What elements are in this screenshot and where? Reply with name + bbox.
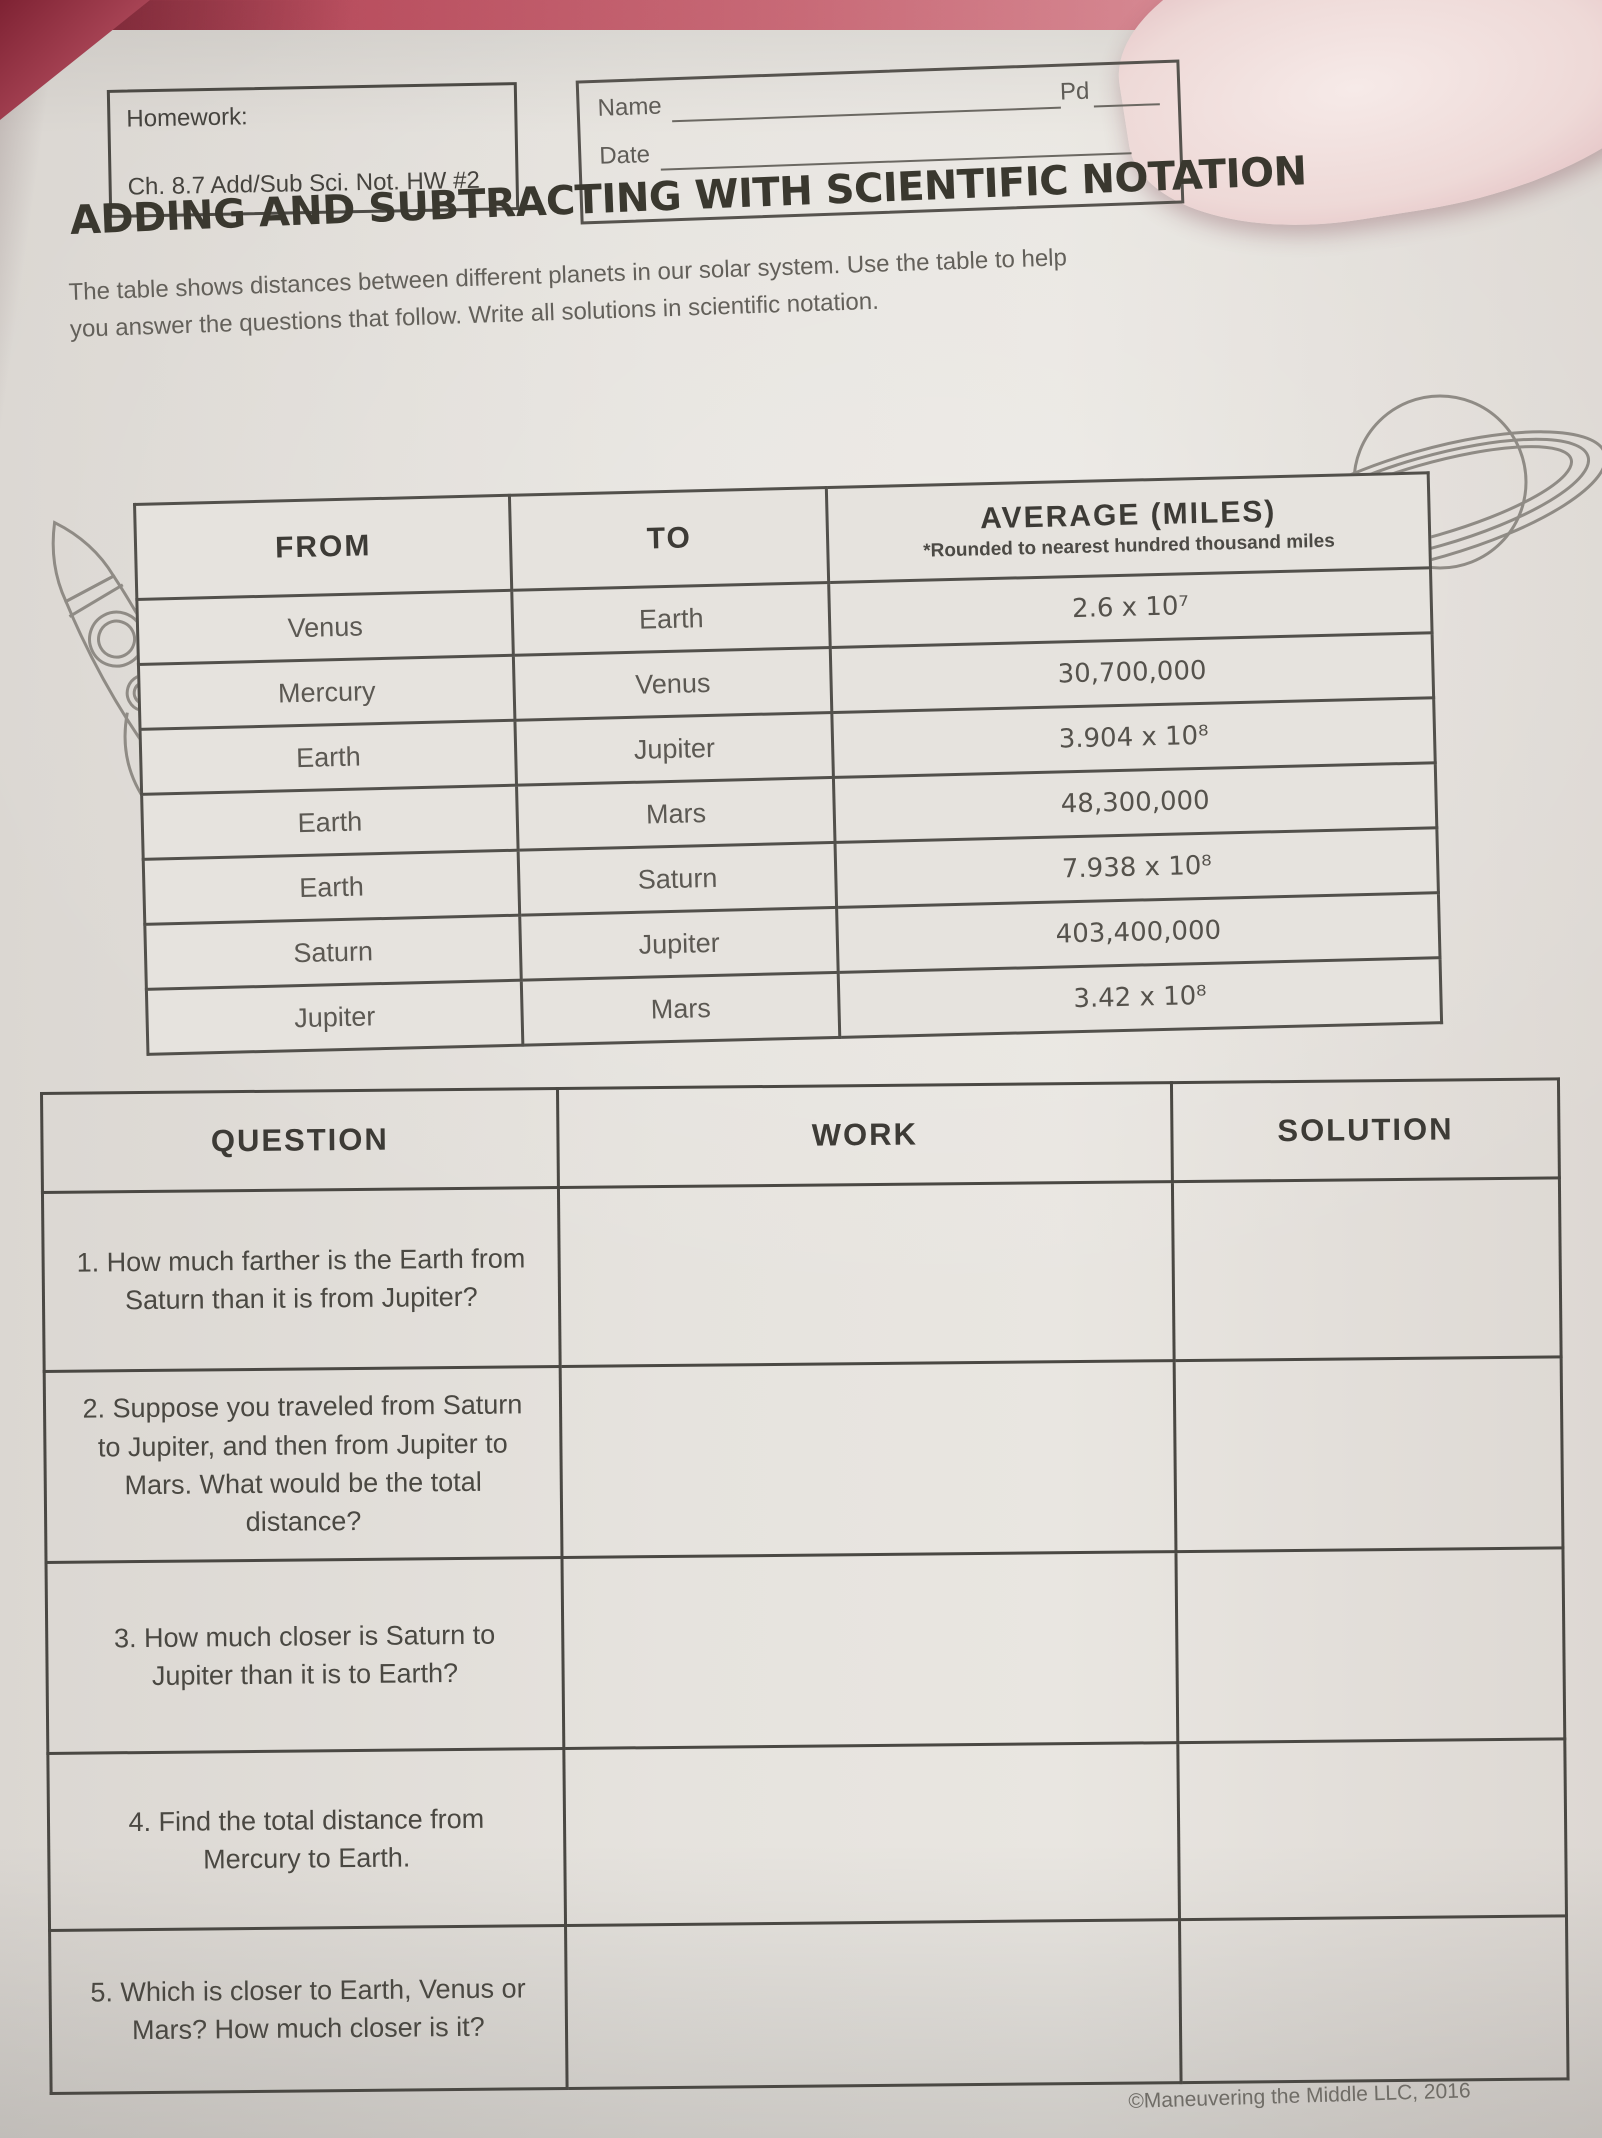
worksheet-paper [0, 30, 1602, 2138]
question-table-header-row: QUESTION WORK SOLUTION [41, 1078, 1560, 1193]
question-cell: 1. How much farther is the Earth from Sa… [42, 1187, 560, 1372]
to-cell: Mars [521, 972, 841, 1046]
question-row: 5. Which is closer to Earth, Venus or Ma… [49, 1915, 1569, 2094]
date-label: Date [598, 141, 651, 170]
from-cell: Venus [136, 590, 514, 665]
planet-table-header-to: TO [509, 487, 829, 591]
solution-cell [1174, 1356, 1563, 1552]
to-cell: Venus [513, 647, 833, 721]
question-header: QUESTION [41, 1088, 559, 1193]
planet-distance-table: FROM TO AVERAGE (MILES) *Rounded to near… [133, 471, 1444, 1056]
work-cell [559, 1360, 1177, 1558]
question-table: QUESTION WORK SOLUTION 1. How much farth… [40, 1077, 1570, 2095]
pd-line [1092, 77, 1160, 108]
question-cell: 5. Which is closer to Earth, Venus or Ma… [49, 1925, 567, 2094]
average-cell: 3.42 x 10⁸ [838, 957, 1442, 1038]
to-cell: Earth [511, 582, 831, 656]
from-cell: Earth [143, 850, 520, 925]
homework-label: Homework: [126, 103, 248, 133]
work-cell [561, 1551, 1178, 1749]
pd-label: Pd [1059, 77, 1090, 106]
question-row: 2. Suppose you traveled from Saturn to J… [44, 1356, 1563, 1563]
question-row: 3. How much closer is Saturn to Jupiter … [46, 1547, 1565, 1754]
question-row: 4. Find the total distance from Mercury … [47, 1738, 1567, 1931]
name-label: Name [597, 92, 663, 122]
copyright-text: ©Maneuvering the Middle LLC, 2016 [1128, 2079, 1471, 2113]
question-row: 1. How much farther is the Earth from Sa… [42, 1177, 1562, 1372]
from-cell: Jupiter [146, 980, 524, 1055]
planet-table-header-from: FROM [134, 495, 512, 600]
to-cell: Mars [516, 777, 836, 851]
to-cell: Saturn [518, 842, 837, 916]
instructions: The table shows distances between differ… [68, 235, 1190, 348]
from-cell: Saturn [144, 915, 522, 990]
solution-cell [1172, 1177, 1562, 1361]
work-cell [558, 1181, 1175, 1367]
solution-header: SOLUTION [1171, 1078, 1560, 1182]
from-cell: Mercury [138, 655, 516, 730]
from-cell: Earth [141, 785, 519, 860]
planet-table-header-average: AVERAGE (MILES) *Rounded to nearest hund… [826, 472, 1431, 583]
from-cell: Earth [140, 720, 517, 795]
work-header: WORK [557, 1082, 1173, 1188]
solution-cell [1177, 1738, 1567, 1920]
name-row: Name Pd [597, 75, 1160, 125]
work-cell [563, 1742, 1180, 1926]
to-cell: Jupiter [519, 907, 839, 981]
to-cell: Jupiter [515, 712, 834, 786]
question-cell: 4. Find the total distance from Mercury … [47, 1748, 566, 1931]
solution-cell [1179, 1915, 1569, 2083]
work-cell [565, 1919, 1182, 2089]
solution-cell [1176, 1547, 1565, 1743]
question-cell: 3. How much closer is Saturn to Jupiter … [46, 1557, 564, 1754]
name-line [671, 80, 1061, 123]
question-cell: 2. Suppose you traveled from Saturn to J… [44, 1366, 562, 1563]
